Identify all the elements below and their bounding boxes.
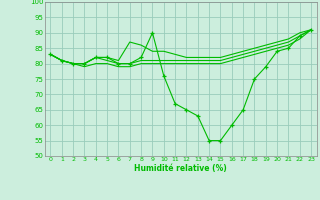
X-axis label: Humidité relative (%): Humidité relative (%) [134, 164, 227, 173]
